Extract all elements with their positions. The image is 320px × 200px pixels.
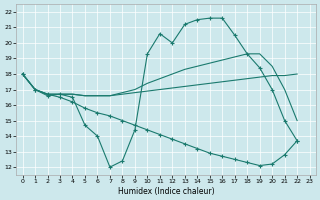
- X-axis label: Humidex (Indice chaleur): Humidex (Indice chaleur): [118, 187, 214, 196]
